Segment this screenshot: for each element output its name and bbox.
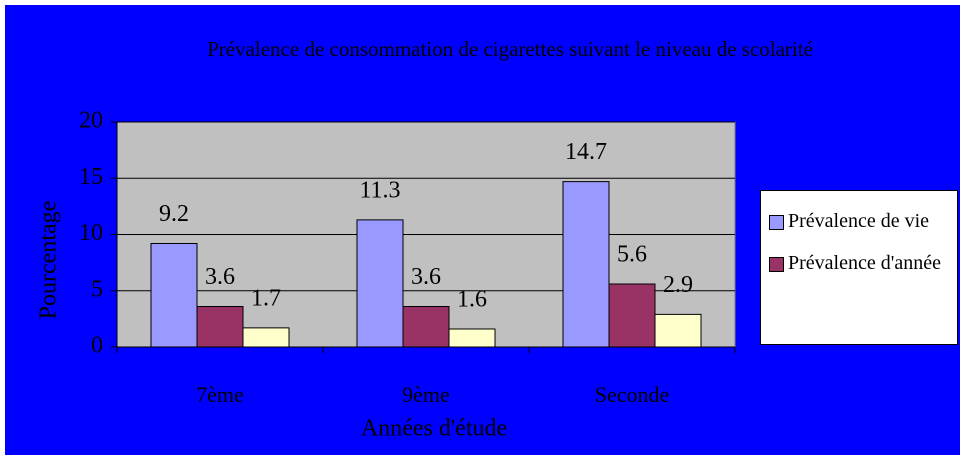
bar [448,328,496,348]
data-label: 3.6 [205,264,235,290]
bar [402,306,450,348]
y-tick-label: 15 [79,164,103,190]
legend-swatch [769,257,784,272]
y-axis-label: Pourcentage [36,201,62,320]
bar [196,306,244,348]
chart-title: Prévalence de consommation de cigarettes… [207,37,813,61]
legend-label: Prévalence d'année [788,252,941,274]
y-tick-label: 20 [79,108,103,134]
x-tick-label: 7ème [196,382,244,407]
y-tick-label: 10 [79,220,103,246]
x-tick-label: Seconde [595,382,670,407]
legend-swatch [769,215,784,230]
bar [608,283,656,348]
data-label: 5.6 [617,242,647,268]
x-tick-label: 9ème [402,382,450,407]
bar [654,313,702,348]
legend-label: Prévalence de vie [788,210,930,232]
legend-entry: Prévalence d'année [769,247,951,279]
y-tick-label: 5 [91,276,103,302]
bar [356,219,404,348]
data-label: 9.2 [159,201,189,227]
bar [242,327,290,348]
y-tick-label: 0 [91,333,103,359]
legend: Prévalence de vie Prévalence d'année [760,190,958,345]
data-label: 2.9 [663,272,693,298]
data-label: 14.7 [565,139,607,165]
bar [150,243,198,348]
data-label: 11.3 [359,177,400,203]
data-label: 1.7 [251,285,281,311]
x-axis-label: Années d'étude [361,416,507,442]
data-label: 1.6 [457,287,487,313]
bar [562,181,610,348]
data-label: 3.6 [411,264,441,290]
legend-entry: Prévalence de vie [769,205,951,237]
